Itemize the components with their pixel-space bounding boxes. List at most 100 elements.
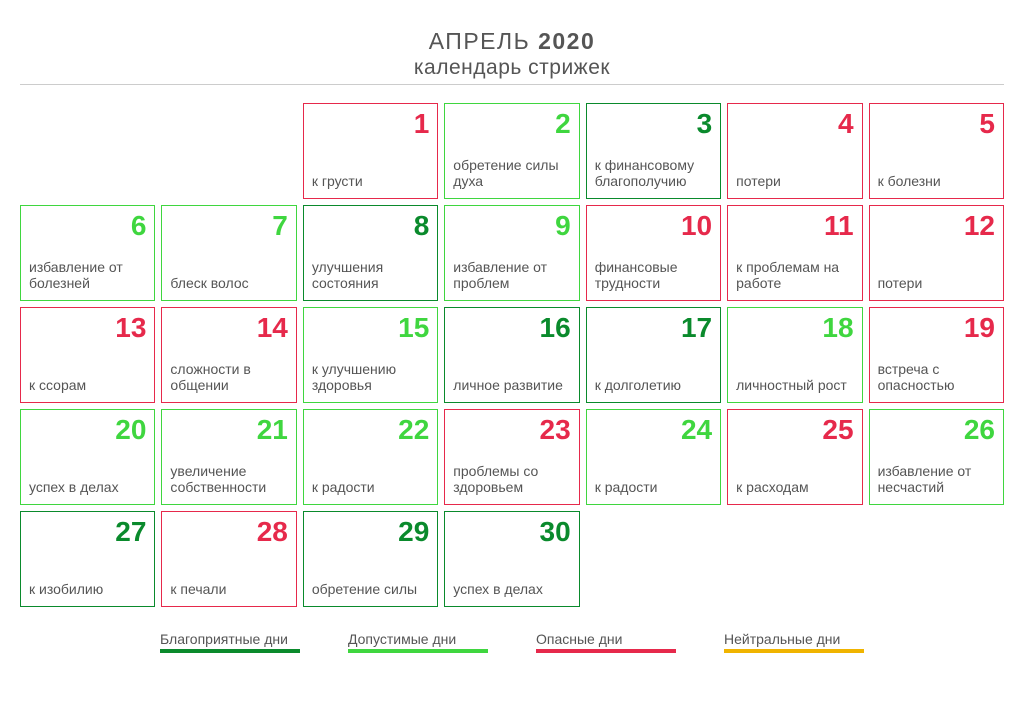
day-description: потери: [736, 173, 853, 190]
day-number: 26: [878, 416, 995, 444]
title-line1: АПРЕЛЬ 2020: [20, 28, 1004, 55]
calendar-grid: 1 к грусти 2 обретение силы духа 3 к финансов…: [20, 103, 1004, 607]
legend-item: Благоприятные дни: [160, 631, 300, 653]
calendar-cell-empty: [20, 103, 155, 199]
day-number: 5: [878, 110, 995, 138]
day-number: 15: [312, 314, 429, 342]
month-label: АПРЕЛЬ: [429, 28, 530, 54]
subtitle: календарь стрижек: [20, 56, 1004, 80]
day-description: к финансовому благополучию: [595, 157, 712, 190]
day-description: избавление от болезней: [29, 259, 146, 292]
calendar-cell: 14сложности в общении: [161, 307, 296, 403]
day-description: встреча с опасностью: [878, 361, 995, 394]
calendar-cell: 5 к болезни: [869, 103, 1004, 199]
day-number: 25: [736, 416, 853, 444]
calendar-cell: 30 успех в делах: [444, 511, 579, 607]
day-description: к ссорам: [29, 377, 146, 394]
day-number: 4: [736, 110, 853, 138]
calendar-cell: 1 к грусти: [303, 103, 438, 199]
day-number: 16: [453, 314, 570, 342]
day-description: личное развитие: [453, 377, 570, 394]
legend: Благоприятные дни Допустимые дни Опасные д…: [20, 631, 1004, 653]
legend-bar: [348, 649, 488, 653]
day-number: 17: [595, 314, 712, 342]
calendar-cell: 21 увеличение собственности: [161, 409, 296, 505]
day-number: 7: [170, 212, 287, 240]
day-description: к печали: [170, 581, 287, 598]
calendar-cell: 6 избавление от болезней: [20, 205, 155, 301]
day-description: к болезни: [878, 173, 995, 190]
day-number: 30: [453, 518, 570, 546]
day-number: 8: [312, 212, 429, 240]
calendar-cell-empty: [161, 103, 296, 199]
calendar-cell: 15 к улучшению здоровья: [303, 307, 438, 403]
calendar-cell: 16 личное развитие: [444, 307, 579, 403]
calendar-cell: 3 к финансовому благополучию: [586, 103, 721, 199]
day-description: проблемы со здоровьем: [453, 463, 570, 496]
day-description: избавление от несчастий: [878, 463, 995, 496]
day-description: к грусти: [312, 173, 429, 190]
legend-item: Допустимые дни: [348, 631, 488, 653]
calendar-cell: 7 блеск волос: [161, 205, 296, 301]
day-number: 10: [595, 212, 712, 240]
calendar-header: АПРЕЛЬ 2020 календарь стрижек: [20, 28, 1004, 85]
day-description: обретение силы духа: [453, 157, 570, 190]
calendar-cell: 10 финансовые трудности: [586, 205, 721, 301]
year-label: 2020: [538, 28, 595, 54]
calendar-cell: 9 избавление от проблем: [444, 205, 579, 301]
day-number: 18: [736, 314, 853, 342]
day-description: успех в делах: [453, 581, 570, 598]
day-description: финансовые трудности: [595, 259, 712, 292]
day-description: личностный рост: [736, 377, 853, 394]
day-number: 13: [29, 314, 146, 342]
day-number: 6: [29, 212, 146, 240]
calendar-cell: 28 к печали: [161, 511, 296, 607]
calendar-cell: 2 обретение силы духа: [444, 103, 579, 199]
day-number: 29: [312, 518, 429, 546]
day-number: 19: [878, 314, 995, 342]
day-description: к радости: [595, 479, 712, 496]
day-number: 22: [312, 416, 429, 444]
day-number: 1: [312, 110, 429, 138]
day-description: избавление от проблем: [453, 259, 570, 292]
legend-label: Нейтральные дни: [724, 631, 840, 647]
calendar-cell: 17 к долголетию: [586, 307, 721, 403]
day-description: улучшения состояния: [312, 259, 429, 292]
day-number: 11: [736, 212, 853, 240]
calendar-cell: 18 личностный рост: [727, 307, 862, 403]
day-number: 27: [29, 518, 146, 546]
day-description: к расходам: [736, 479, 853, 496]
day-description: обретение силы: [312, 581, 429, 598]
calendar-cell: 13 к ссорам: [20, 307, 155, 403]
legend-bar: [724, 649, 864, 653]
day-description: потери: [878, 275, 995, 292]
legend-label: Благоприятные дни: [160, 631, 288, 647]
day-description: к долголетию: [595, 377, 712, 394]
legend-item: Нейтральные дни: [724, 631, 864, 653]
day-number: 9: [453, 212, 570, 240]
calendar-cell: 19 встреча с опасностью: [869, 307, 1004, 403]
day-number: 28: [170, 518, 287, 546]
day-number: 23: [453, 416, 570, 444]
legend-item: Опасные дни: [536, 631, 676, 653]
day-number: 20: [29, 416, 146, 444]
legend-bar: [536, 649, 676, 653]
day-number: 3: [595, 110, 712, 138]
calendar-cell: 25 к расходам: [727, 409, 862, 505]
calendar-cell: 23 проблемы со здоровьем: [444, 409, 579, 505]
calendar-cell: 26 избавление от несчастий: [869, 409, 1004, 505]
day-number: 24: [595, 416, 712, 444]
calendar-cell: 29 обретение силы: [303, 511, 438, 607]
day-description: к радости: [312, 479, 429, 496]
calendar-cell: 12 потери: [869, 205, 1004, 301]
day-description: увеличение собственности: [170, 463, 287, 496]
legend-bar: [160, 649, 300, 653]
day-description: блеск волос: [170, 275, 287, 292]
day-description: к улучшению здоровья: [312, 361, 429, 394]
calendar-cell: 4 потери: [727, 103, 862, 199]
day-description: к изобилию: [29, 581, 146, 598]
day-number: 21: [170, 416, 287, 444]
day-number: 12: [878, 212, 995, 240]
legend-label: Допустимые дни: [348, 631, 456, 647]
day-number: 2: [453, 110, 570, 138]
